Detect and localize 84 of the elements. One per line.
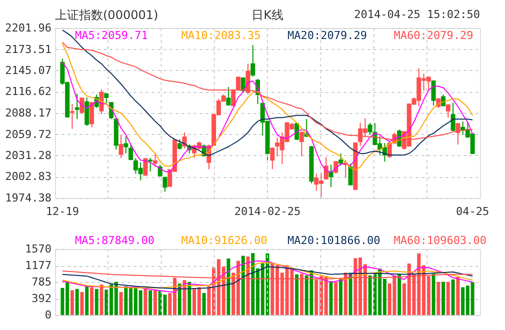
bar [432, 274, 436, 315]
bar [456, 277, 460, 315]
y-tick-label: 2116.62 [5, 85, 52, 98]
text: MA20:2079.29 [288, 29, 367, 42]
bar [338, 278, 342, 315]
text: MA60:2079.29 [394, 29, 474, 42]
bar [80, 292, 84, 315]
candlestick [182, 132, 187, 149]
bar [348, 272, 352, 315]
bar [451, 279, 455, 315]
y-tick-label: 2201.96 [5, 22, 52, 34]
y-tick-label: 2173.51 [5, 42, 52, 56]
y-tick-label: 1570 [25, 242, 52, 256]
candlestick [80, 98, 84, 114]
candlestick [162, 176, 168, 192]
bar [148, 290, 152, 315]
bar [182, 280, 186, 315]
candlestick [236, 76, 240, 92]
bar [226, 258, 230, 315]
text: MA5:87849.00 [75, 234, 154, 247]
y-tick-label: 392 [32, 292, 52, 306]
bar [100, 284, 104, 315]
text: 2014-04-25 15:02:50 [354, 8, 480, 21]
y-tick-label: 2031.28 [5, 148, 52, 162]
y-tick-label: 2059.72 [5, 128, 52, 141]
x-tick-label: 04-25 [456, 205, 490, 218]
bar [442, 282, 446, 315]
line-series [62, 260, 474, 293]
candlestick [128, 144, 134, 161]
bar [90, 287, 94, 315]
bar [295, 274, 299, 315]
candlestick [148, 157, 153, 172]
line-series [62, 266, 474, 290]
y-tick-label: 2088.17 [5, 106, 52, 120]
bar [446, 282, 450, 315]
bar [334, 282, 338, 315]
chart-title: 上证指数(000001) [55, 8, 158, 22]
y-tick-label: 2002.83 [5, 170, 52, 184]
bar [241, 256, 245, 315]
text: MA5:2059.71 [75, 29, 148, 42]
bar [119, 292, 123, 315]
candlestick [299, 130, 304, 157]
candlestick [250, 44, 256, 78]
bar [188, 282, 192, 315]
bar [153, 290, 157, 315]
candlestick [226, 86, 231, 106]
candlestick [270, 146, 275, 170]
bar [178, 284, 182, 315]
candlestick [231, 89, 236, 107]
y-tick-label: 1177 [25, 259, 52, 272]
y-tick-label: 2145.07 [5, 64, 52, 77]
candlestick [124, 136, 128, 154]
x-tick-label: 12-19 [46, 205, 80, 218]
bar [144, 288, 148, 315]
bar [75, 288, 79, 315]
candlestick [74, 93, 80, 120]
line-series [62, 262, 474, 288]
bar [85, 286, 89, 315]
candlestick [84, 96, 90, 126]
chart-subtitle: 日K线 [252, 8, 284, 22]
candlestick [450, 102, 456, 132]
bar [70, 290, 74, 315]
y-tick-label: 0 [44, 308, 52, 322]
candlestick [70, 104, 74, 130]
series-label: MA20:101866.00 [288, 234, 380, 247]
series-label: MA10:91626.00 [181, 234, 268, 247]
bar [398, 274, 402, 315]
candlestick [177, 138, 182, 150]
candlestick [152, 152, 158, 168]
candlestick [328, 164, 334, 188]
text: MA60:109603.00 [394, 234, 486, 247]
candlestick [446, 104, 450, 118]
text: MA10:2083.35 [181, 29, 261, 42]
bar [94, 288, 98, 315]
y-tick-label: 785 [32, 276, 52, 288]
bar [202, 293, 206, 315]
candlestick [334, 160, 338, 174]
candlestick [118, 134, 124, 158]
x-tick-label: 2014-02-25 [234, 205, 301, 218]
bar [329, 281, 333, 315]
y-tick-label: 1974.38 [5, 192, 52, 204]
candlestick [338, 152, 343, 166]
bar [436, 282, 440, 315]
candlestick [348, 163, 353, 186]
